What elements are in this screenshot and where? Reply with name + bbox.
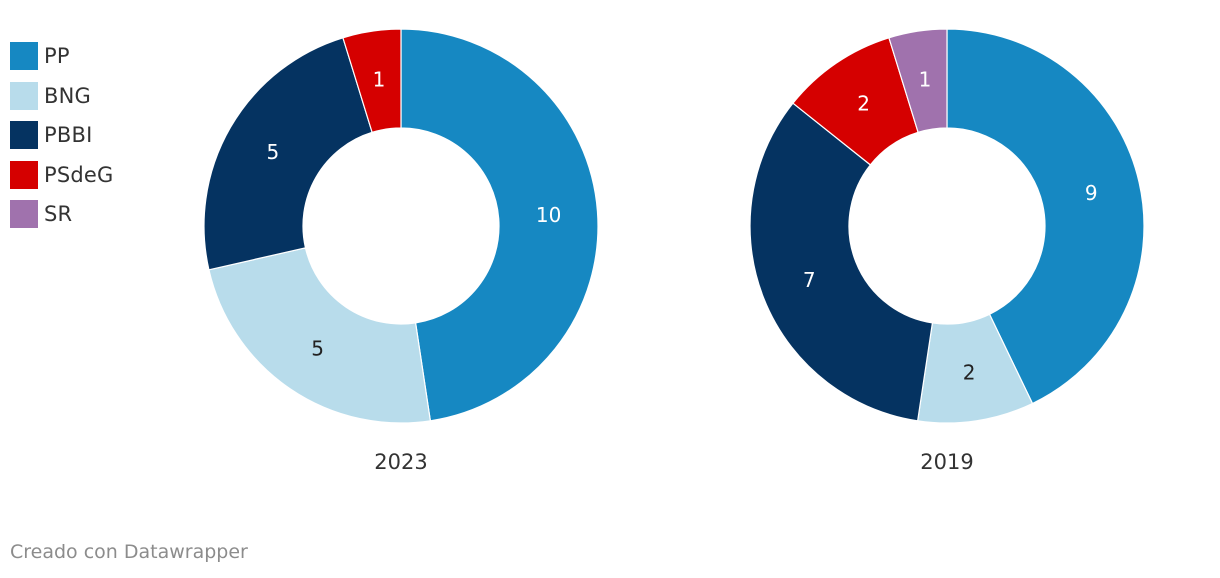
slice-label-bng-2019: 2 — [963, 360, 976, 384]
slice-pbbi-2019 — [749, 102, 934, 422]
legend-swatch-bng — [10, 81, 38, 110]
legend: PP BNG PBBI PSdeG SR — [10, 42, 114, 240]
donut-chart-2023: 10 5 5 1 2023 — [203, 28, 599, 474]
slice-label-psdeg-2023: 1 — [373, 68, 386, 92]
slice-label-pp-2019: 9 — [1085, 181, 1098, 205]
legend-item-pp: PP — [10, 42, 114, 82]
legend-swatch-sr — [10, 200, 38, 228]
slice-label-sr-2019: 1 — [919, 68, 932, 92]
slice-sr-2019 — [888, 28, 948, 134]
chart-title-2023: 2023 — [374, 450, 427, 474]
legend-item-pbbi: PBBI — [10, 121, 114, 161]
footer-credit: Creado con Datawrapper — [10, 541, 248, 563]
slice-pp-2023 — [400, 28, 599, 422]
slice-psdeg-2023 — [342, 28, 402, 134]
legend-item-bng: BNG — [10, 81, 114, 122]
slice-label-pbbi-2019: 7 — [803, 268, 816, 292]
slice-pbbi-2023 — [203, 37, 373, 271]
legend-label-pbbi: PBBI — [44, 123, 93, 147]
legend-label-bng: BNG — [44, 83, 91, 108]
legend-label-pp: PP — [44, 44, 70, 68]
legend-item-sr: SR — [10, 200, 114, 240]
legend-swatch-pbbi — [10, 121, 38, 149]
donut-chart-2019: 9 2 7 2 1 2019 — [749, 28, 1145, 474]
slice-pp-2019 — [946, 28, 1145, 405]
legend-label-sr: SR — [44, 202, 73, 226]
legend-swatch-pp — [10, 42, 38, 70]
chart-title-2019: 2019 — [920, 450, 973, 474]
slice-label-pp-2023: 10 — [536, 203, 561, 227]
legend-label-psdeg: PSdeG — [44, 162, 114, 187]
slice-label-pbbi-2023: 5 — [266, 140, 279, 164]
legend-item-psdeg: PSdeG — [10, 160, 114, 201]
slice-label-bng-2023: 5 — [311, 336, 324, 360]
slice-label-psdeg-2019: 2 — [857, 92, 870, 116]
slice-bng-2023 — [208, 247, 432, 424]
legend-swatch-psdeg — [10, 160, 38, 189]
